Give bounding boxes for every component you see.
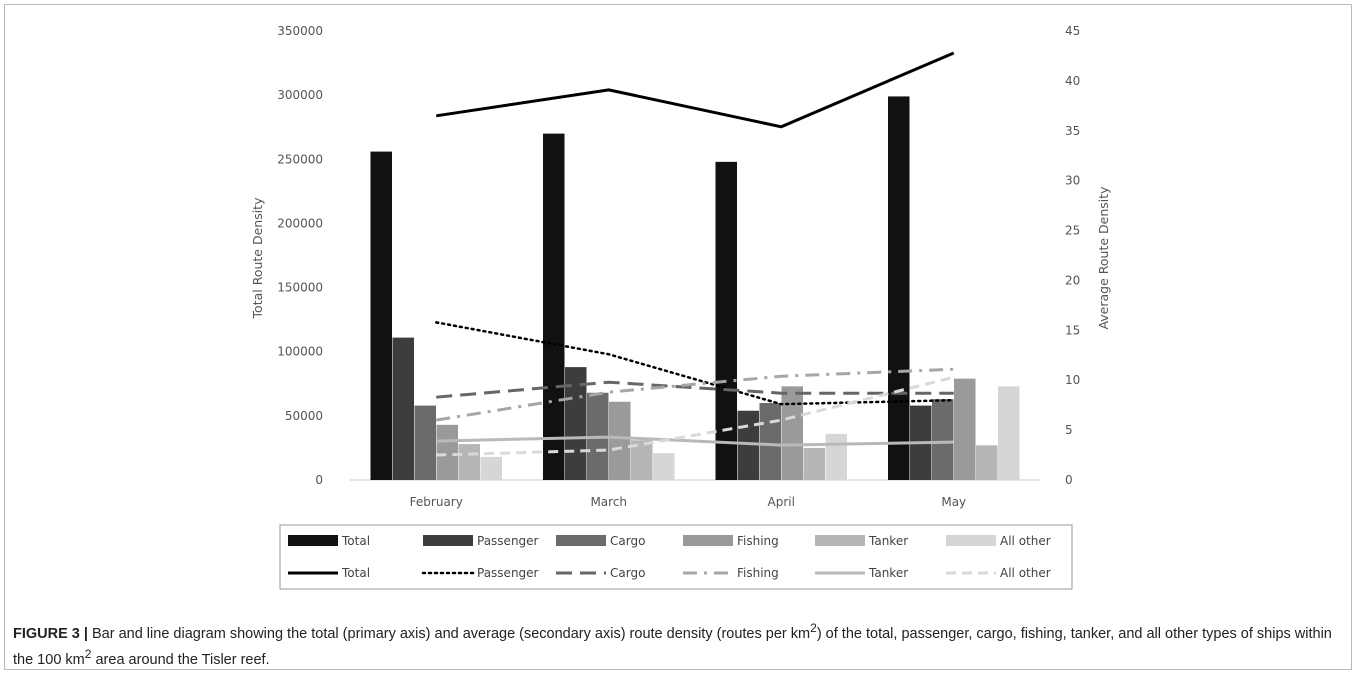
bar-tanker	[458, 444, 480, 480]
bar-tanker	[976, 445, 998, 480]
legend-line-label: Cargo	[610, 566, 645, 580]
caption-sup-2: 2	[84, 646, 92, 661]
bar-total	[370, 151, 392, 481]
caption-label: FIGURE 3 |	[13, 625, 88, 642]
legend-bar-swatch	[683, 535, 733, 546]
legend-line-label: Passenger	[477, 566, 539, 580]
y-left-tick-label: 200000	[277, 216, 323, 230]
bar-fishing	[609, 401, 631, 480]
y-left-tick-label: 150000	[277, 281, 323, 295]
bar-fishing	[781, 386, 803, 480]
y-left-tick-label: 50000	[285, 409, 323, 423]
legend-bar-swatch	[815, 535, 865, 546]
line-total	[436, 51, 955, 129]
bar-all-other	[480, 456, 502, 480]
route-density-chart: 0500001000001500002000002500003000003500…	[250, 24, 1111, 590]
legend-line-label: Total	[341, 566, 370, 580]
legend-box	[279, 524, 1073, 590]
line-passenger	[435, 321, 955, 406]
legend-bar-swatch	[556, 535, 606, 546]
bar-total	[888, 96, 910, 480]
bar-cargo	[759, 403, 781, 480]
figure-caption: FIGURE 3 | Bar and line diagram showing …	[13, 618, 1343, 670]
y-left-tick-label: 0	[315, 473, 323, 487]
y-right-tick-label: 15	[1065, 323, 1080, 337]
y-left-tick-label: 250000	[277, 152, 323, 166]
y-right-tick-label: 20	[1065, 273, 1080, 287]
x-tick-label: May	[941, 495, 966, 509]
y-right-tick-label: 25	[1065, 224, 1080, 238]
bar-total	[715, 161, 737, 480]
legend-line-label: Fishing	[737, 566, 779, 580]
y-left-tick-label: 350000	[277, 24, 323, 38]
y-left-tick-label: 300000	[277, 88, 323, 102]
caption-text-3: area around the Tisler reef.	[91, 651, 270, 668]
legend-bar-swatch	[423, 535, 473, 546]
line-cargo	[436, 380, 954, 399]
bar-fishing	[954, 378, 976, 480]
x-tick-label: March	[590, 495, 627, 509]
legend: Total Passenger Cargo Fishing Tanker All othe…	[279, 524, 1073, 590]
legend-line-label: Tanker	[868, 566, 908, 580]
bars-group	[370, 96, 1020, 481]
bar-total	[543, 133, 565, 480]
legend-bar-label: Total	[341, 534, 370, 548]
legend-bar-label: Fishing	[737, 534, 779, 548]
line-all-other	[436, 375, 955, 457]
left-axis-ticks: 0 50000 100000 150000 200000 250000 300000 3500…	[277, 24, 323, 487]
y-right-tick-label: 10	[1065, 373, 1080, 387]
y-right-tick-label: 0	[1065, 473, 1073, 487]
x-tick-label: February	[410, 495, 463, 509]
x-axis-labels: February March April May	[410, 495, 967, 509]
line-fishing	[436, 367, 954, 422]
y-right-tick-label: 30	[1065, 174, 1080, 188]
right-axis-ticks: 0 5 10 15 20 25 30 35 40 45	[1065, 24, 1080, 487]
legend-line-label: All other	[1000, 566, 1051, 580]
legend-bar-label: Passenger	[477, 534, 539, 548]
bar-all-other	[653, 453, 675, 480]
legend-bar-label: All other	[1000, 534, 1051, 548]
line-tanker	[436, 435, 954, 447]
y-right-tick-label: 45	[1065, 24, 1080, 38]
lines-group	[435, 51, 955, 457]
caption-text-1: Bar and line diagram showing the total (…	[87, 625, 811, 642]
legend-bar-swatch	[946, 535, 996, 546]
legend-bar-label: Tanker	[868, 534, 908, 548]
y-axis-left-label: Total Route Density	[250, 197, 265, 320]
y-right-tick-label: 5	[1065, 423, 1073, 437]
caption-text-2: ) of the total, passenger, cargo, fishin…	[13, 625, 1332, 668]
bar-all-other	[825, 433, 847, 480]
caption-sup-1: 2	[810, 621, 817, 635]
figure-frame	[4, 4, 1352, 670]
bar-cargo	[932, 399, 954, 480]
y-right-tick-label: 35	[1065, 124, 1080, 138]
legend-bar-label: Cargo	[610, 534, 645, 548]
bar-fishing	[436, 424, 458, 480]
bar-passenger	[392, 337, 414, 480]
bar-all-other	[998, 386, 1020, 480]
y-left-tick-label: 100000	[277, 345, 323, 359]
bar-tanker	[803, 447, 825, 480]
x-tick-label: April	[768, 495, 795, 509]
y-right-tick-label: 40	[1065, 74, 1080, 88]
bar-cargo	[414, 405, 436, 480]
bar-tanker	[631, 440, 653, 480]
y-axis-right-label: Average Route Density	[1096, 186, 1111, 330]
legend-bar-swatch	[288, 535, 338, 546]
